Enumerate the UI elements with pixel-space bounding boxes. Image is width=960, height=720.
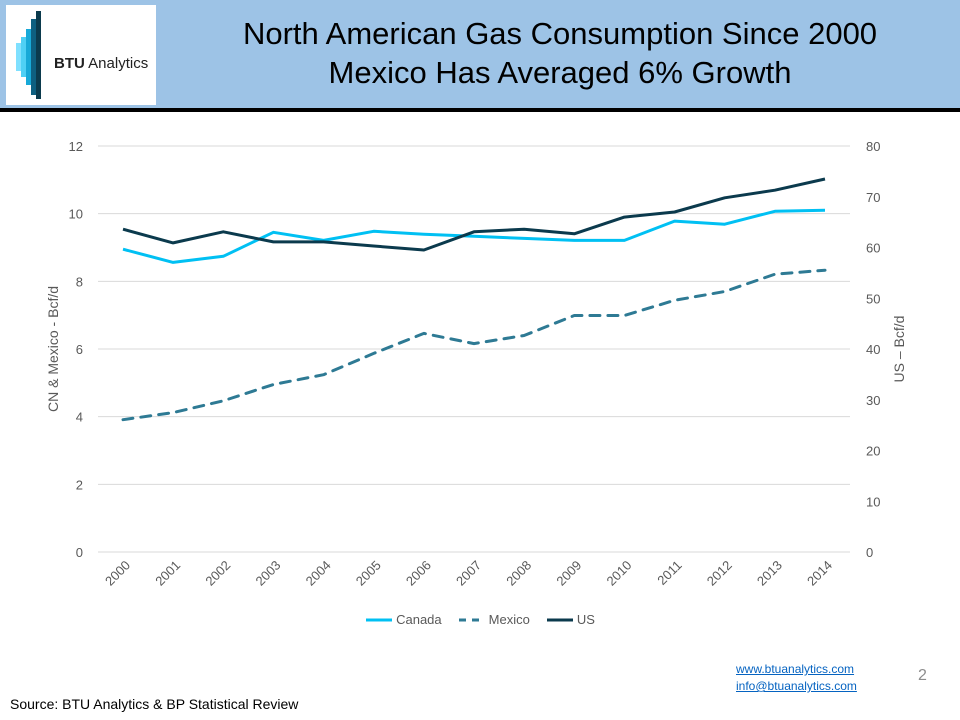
legend-item-mexico: Mexico xyxy=(458,612,530,627)
left-tick-label: 8 xyxy=(76,274,83,289)
left-tick-label: 4 xyxy=(76,410,83,425)
logo: BTU Analytics xyxy=(6,5,156,105)
x-tick-label: 2002 xyxy=(202,558,233,589)
right-axis-ticks: 0 10 20 30 40 50 60 70 80 xyxy=(866,139,880,560)
x-tick-label: 2003 xyxy=(252,558,283,589)
x-tick-label: 2010 xyxy=(603,558,634,589)
right-tick-label: 10 xyxy=(866,494,880,509)
legend-label: US xyxy=(576,612,595,627)
title-line-1: North American Gas Consumption Since 200… xyxy=(242,16,878,51)
logo-bars-icon xyxy=(16,11,41,99)
right-tick-label: 50 xyxy=(866,291,880,306)
left-axis-title: CN & Mexico - Bcf/d xyxy=(45,286,61,412)
series-line-us xyxy=(122,177,826,252)
right-tick-label: 0 xyxy=(866,545,873,560)
x-tick-label: 2008 xyxy=(503,558,534,589)
legend-item-canada: Canada xyxy=(365,612,442,627)
x-tick-label: 2001 xyxy=(152,558,183,589)
left-tick-label: 0 xyxy=(76,545,83,560)
legend-swatch xyxy=(366,618,393,621)
right-tick-label: 70 xyxy=(866,190,880,205)
right-axis-title: US – Bcf/d xyxy=(891,316,907,383)
legend-swatch xyxy=(458,618,485,621)
legend-item-us: US xyxy=(546,612,595,627)
header-band xyxy=(0,0,960,108)
gridlines xyxy=(98,145,850,553)
header-divider xyxy=(0,108,960,112)
legend-label: Canada xyxy=(396,612,442,627)
source-note: Source: BTU Analytics & BP Statistical R… xyxy=(10,696,299,712)
series-line-mexico xyxy=(121,268,827,422)
left-tick-label: 10 xyxy=(69,207,83,222)
legend-swatch xyxy=(546,618,573,621)
series-lines xyxy=(121,177,827,422)
logo-text: BTU Analytics xyxy=(54,55,149,72)
x-tick-label: 2012 xyxy=(704,558,735,589)
x-tick-label: 2005 xyxy=(353,558,384,589)
x-axis-ticks: 2000 2001 2002 2003 2004 2005 2006 2007 2008 2009… xyxy=(102,558,835,589)
legend-label: Mexico xyxy=(488,612,530,627)
email-link[interactable]: info@btuanalytics.com xyxy=(736,679,857,693)
x-tick-label: 2009 xyxy=(553,558,584,589)
x-tick-label: 2000 xyxy=(102,558,133,589)
right-tick-label: 60 xyxy=(866,241,880,256)
title-line-2: Mexico Has Averaged 6% Growth xyxy=(328,55,792,90)
right-tick-label: 40 xyxy=(866,342,880,357)
x-tick-label: 2004 xyxy=(303,558,334,589)
left-tick-label: 6 xyxy=(76,342,83,357)
contact-links: www.btuanalytics.com info@btuanalytics.c… xyxy=(736,661,857,695)
x-tick-label: 2007 xyxy=(453,558,484,589)
x-tick-label: 2006 xyxy=(403,558,434,589)
left-tick-label: 12 xyxy=(69,139,83,154)
series-line-canada xyxy=(122,208,826,264)
x-tick-label: 2011 xyxy=(654,558,684,588)
slide-title: North American Gas Consumption Since 200… xyxy=(170,14,950,92)
right-tick-label: 80 xyxy=(866,139,880,154)
legend: Canada Mexico US xyxy=(0,612,960,627)
page-number: 2 xyxy=(918,667,927,684)
right-tick-label: 30 xyxy=(866,393,880,408)
right-tick-label: 20 xyxy=(866,444,880,459)
x-tick-label: 2014 xyxy=(804,558,835,589)
line-chart: 0 2 4 6 8 10 12 0 10 20 30 40 50 60 70 80 2000 2001 2002… xyxy=(45,139,907,589)
left-tick-label: 2 xyxy=(76,477,83,492)
left-axis-ticks: 0 2 4 6 8 10 12 xyxy=(69,139,83,560)
website-link[interactable]: www.btuanalytics.com xyxy=(736,662,855,676)
x-tick-label: 2013 xyxy=(754,558,785,589)
